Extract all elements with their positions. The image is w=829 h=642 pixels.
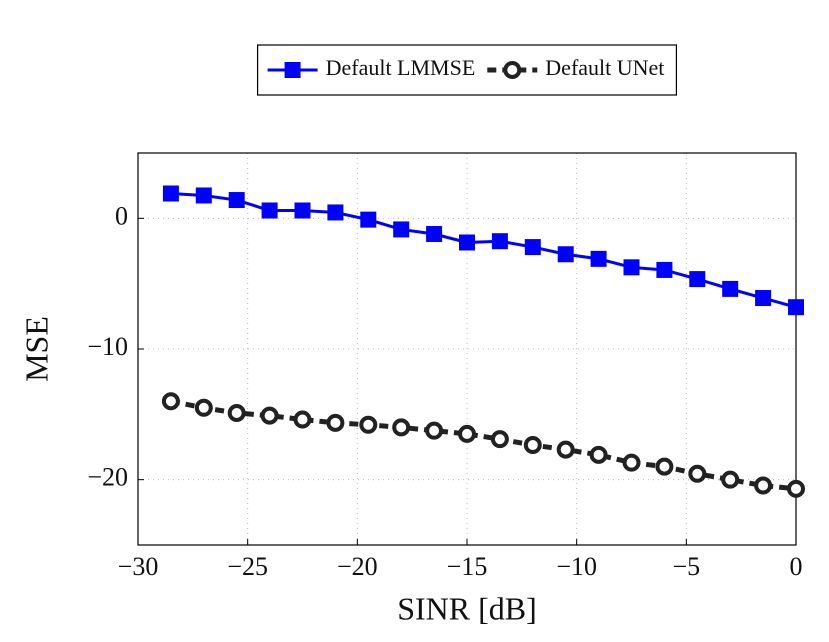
x-tick-label: −25	[227, 552, 268, 581]
marker	[622, 453, 641, 472]
marker	[327, 204, 344, 221]
marker	[162, 185, 179, 202]
marker	[294, 202, 311, 219]
marker	[284, 62, 301, 78]
marker	[261, 202, 278, 219]
marker	[523, 436, 542, 455]
legend-label: Default LMMSE	[326, 55, 476, 80]
marker	[260, 406, 279, 425]
marker	[194, 398, 213, 417]
marker	[557, 246, 574, 263]
marker	[590, 250, 607, 267]
x-tick-label: 0	[790, 552, 803, 581]
marker	[491, 233, 508, 250]
marker	[688, 464, 707, 483]
marker	[754, 476, 773, 495]
marker	[459, 234, 475, 251]
marker	[589, 445, 608, 464]
x-tick-label: −20	[337, 552, 378, 581]
y-tick-label: 0	[115, 201, 128, 230]
legend-label: Default UNet	[545, 55, 664, 80]
marker	[393, 221, 410, 238]
legend-box	[256, 44, 678, 96]
marker	[656, 261, 673, 278]
marker	[227, 404, 246, 423]
y-tick-label: −20	[87, 463, 128, 492]
marker	[293, 410, 312, 429]
marker	[392, 418, 411, 437]
marker	[326, 413, 345, 432]
marker	[755, 290, 772, 307]
marker	[722, 280, 739, 297]
plot-frame	[137, 152, 797, 546]
marker	[623, 259, 640, 276]
marker	[359, 415, 378, 434]
marker	[655, 457, 674, 476]
marker	[458, 424, 476, 443]
x-tick-label: −30	[118, 552, 159, 581]
marker	[490, 430, 509, 449]
marker	[426, 226, 443, 243]
marker	[787, 479, 805, 498]
marker	[503, 61, 522, 79]
marker	[524, 239, 541, 256]
marker	[161, 392, 180, 411]
marker	[425, 421, 444, 440]
x-tick-label: −5	[672, 552, 700, 581]
y-axis-label: MSE	[18, 316, 54, 382]
marker	[195, 187, 212, 204]
marker	[721, 470, 740, 489]
x-axis-label: SINR [dB]	[397, 590, 537, 626]
marker	[360, 211, 377, 228]
legend: Default LMMSE Default UNet	[256, 44, 678, 96]
marker	[556, 440, 575, 459]
x-tick-label: −10	[556, 552, 597, 581]
marker	[788, 299, 804, 316]
x-tick-label: −15	[447, 552, 488, 581]
marker	[228, 192, 245, 209]
y-tick-label: −10	[87, 332, 128, 361]
marker	[689, 271, 706, 288]
